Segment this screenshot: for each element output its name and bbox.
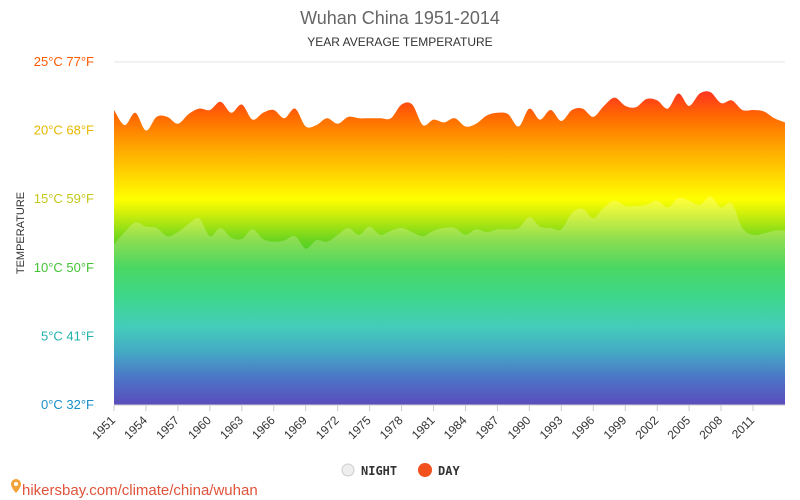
source-text: hikersbay.com/climate/china/wuhan bbox=[22, 482, 258, 499]
x-tick-label: 1966 bbox=[249, 413, 278, 442]
plot-area bbox=[114, 91, 785, 405]
day-area bbox=[114, 91, 785, 405]
x-tick-label: 1972 bbox=[313, 413, 342, 442]
x-tick-label: 1987 bbox=[473, 413, 502, 442]
y-tick-label: 15°C 59°F bbox=[34, 191, 94, 206]
x-tick-label: 1981 bbox=[409, 413, 438, 442]
chart-subtitle: YEAR AVERAGE TEMPERATURE bbox=[307, 35, 492, 49]
legend: NIGHT DAY bbox=[341, 463, 460, 478]
chart-title: Wuhan China 1951-2014 bbox=[300, 8, 500, 28]
y-tick-label: 10°C 50°F bbox=[34, 260, 94, 275]
x-tick-label: 1990 bbox=[505, 413, 534, 442]
y-tick-label: 5°C 41°F bbox=[41, 328, 94, 343]
x-axis-ticks: 1951 1954 1957 1960 1963 1966 1969 1972 1975 1978… bbox=[89, 404, 785, 442]
x-tick-label: 1954 bbox=[121, 413, 150, 442]
x-tick-label: 1984 bbox=[441, 413, 470, 442]
x-tick-label: 1960 bbox=[185, 413, 214, 442]
x-tick-label: 1957 bbox=[153, 413, 182, 442]
x-tick-label: 1969 bbox=[281, 413, 310, 442]
legend-label-day: DAY bbox=[438, 464, 460, 478]
y-tick-label: 0°C 32°F bbox=[41, 397, 94, 412]
x-tick-label: 1993 bbox=[537, 413, 566, 442]
x-tick-label: 2005 bbox=[664, 413, 693, 442]
legend-marker-night bbox=[341, 463, 355, 477]
y-tick-label: 25°C 77°F bbox=[34, 54, 94, 69]
night-area bbox=[114, 196, 785, 405]
legend-item-day[interactable]: DAY bbox=[418, 463, 460, 478]
y-tick-label: 20°C 68°F bbox=[34, 123, 94, 138]
location-pin-icon bbox=[11, 479, 21, 493]
x-tick-label: 1951 bbox=[89, 413, 118, 442]
legend-item-night[interactable]: NIGHT bbox=[341, 463, 397, 478]
y-axis-title: TEMPERATURE bbox=[15, 192, 27, 274]
x-tick-label: 1996 bbox=[569, 413, 598, 442]
source-link[interactable]: hikersbay.com/climate/china/wuhan bbox=[11, 479, 258, 499]
y-axis-ticks: 0°C 32°F 5°C 41°F 10°C 50°F 15°C 59°F 20°C 6… bbox=[34, 54, 94, 412]
legend-marker-day bbox=[418, 463, 432, 477]
x-tick-label: 1975 bbox=[345, 413, 374, 442]
legend-label-night: NIGHT bbox=[361, 464, 397, 478]
x-tick-label: 1999 bbox=[601, 413, 630, 442]
x-tick-label: 2002 bbox=[633, 413, 662, 442]
x-tick-label: 1978 bbox=[377, 413, 406, 442]
x-tick-label: 1963 bbox=[217, 413, 246, 442]
x-tick-label: 2008 bbox=[696, 413, 725, 442]
x-tick-label: 2011 bbox=[729, 413, 757, 441]
